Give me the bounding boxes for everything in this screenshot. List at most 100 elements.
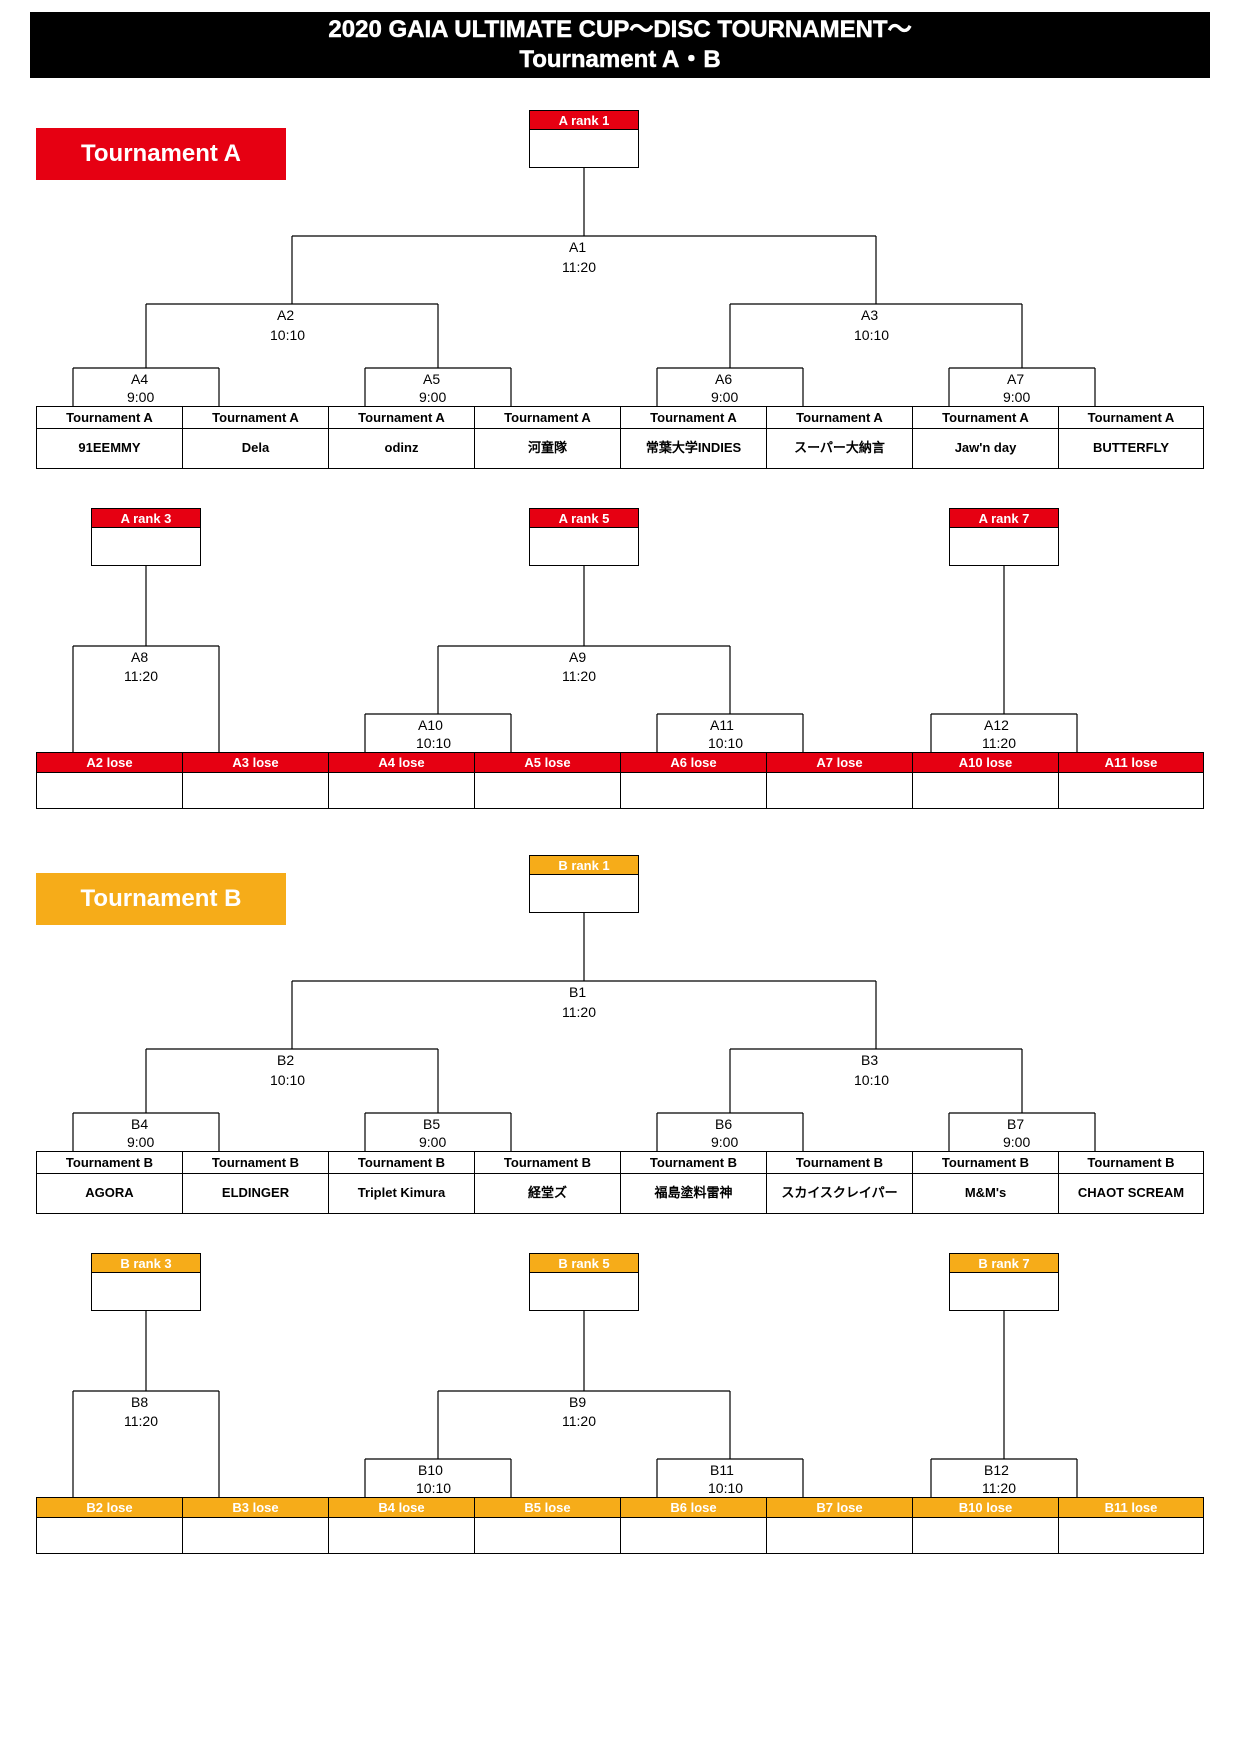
a-lose0: A2 lose: [36, 752, 182, 773]
a-team6: Jaw'n day: [912, 429, 1058, 469]
b-rank3-body: [91, 1273, 201, 1311]
b-col6-head: Tournament B: [912, 1151, 1058, 1174]
b-lose1: B3 lose: [182, 1497, 328, 1518]
match-a7: A7: [1007, 371, 1024, 387]
time-b12: 11:20: [982, 1480, 1016, 1496]
a-team1: Dela: [182, 429, 328, 469]
match-b11: B11: [710, 1462, 734, 1478]
match-a5: A5: [423, 371, 440, 387]
b-rank5-body: [529, 1273, 639, 1311]
tournament-a-label: Tournament A: [36, 128, 286, 180]
time-b11: 10:10: [708, 1480, 743, 1496]
page-title: 2020 GAIA ULTIMATE CUP～DISC TOURNAMENT～ …: [30, 12, 1210, 78]
b-lose7: B11 lose: [1058, 1497, 1204, 1518]
page: 2020 GAIA ULTIMATE CUP～DISC TOURNAMENT～ …: [0, 0, 1240, 1753]
b-lose6: B10 lose: [912, 1497, 1058, 1518]
a-rank7-body: [949, 528, 1059, 566]
b-rank7-head: B rank 7: [949, 1253, 1059, 1273]
a-lose3: A5 lose: [474, 752, 620, 773]
b-lose4: B6 lose: [620, 1497, 766, 1518]
a-col0-head: Tournament A: [36, 406, 182, 429]
match-b10: B10: [418, 1462, 443, 1478]
a-team4: 常葉大学INDIES: [620, 429, 766, 469]
a-rank1-box: A rank 1: [529, 110, 639, 168]
b-team4: 福島塗料雷神: [620, 1174, 766, 1214]
a-rank3-body: [91, 528, 201, 566]
b-rank7-body: [949, 1273, 1059, 1311]
b-rank1-box: B rank 1: [529, 855, 639, 913]
match-b4: B4: [131, 1116, 148, 1132]
a-rank5-body: [529, 528, 639, 566]
a-rank5-box: A rank 5: [529, 508, 639, 566]
match-a6: A6: [715, 371, 732, 387]
a-losebody4: [620, 773, 766, 809]
a-col4-head: Tournament A: [620, 406, 766, 429]
time-b9: 11:20: [562, 1413, 596, 1429]
b-col2-head: Tournament B: [328, 1151, 474, 1174]
time-a9: 11:20: [562, 668, 596, 684]
match-b5: B5: [423, 1116, 440, 1132]
time-a10: 10:10: [416, 735, 451, 751]
match-a10: A10: [418, 717, 443, 733]
time-a12: 11:20: [982, 735, 1016, 751]
match-a2: A2: [277, 307, 294, 323]
b-team7: CHAOT SCREAM: [1058, 1174, 1204, 1214]
a-col7-head: Tournament A: [1058, 406, 1204, 429]
match-b8: B8: [131, 1394, 148, 1410]
a-lose6: A10 lose: [912, 752, 1058, 773]
b-losebody5: [766, 1518, 912, 1554]
a-col5-head: Tournament A: [766, 406, 912, 429]
a-lose4: A6 lose: [620, 752, 766, 773]
match-a1: A1: [569, 239, 586, 255]
a-lose2: A4 lose: [328, 752, 474, 773]
a-lose7: A11 lose: [1058, 752, 1204, 773]
time-b4: 9:00: [127, 1134, 154, 1150]
match-b7: B7: [1007, 1116, 1024, 1132]
b-losebody7: [1058, 1518, 1204, 1554]
match-a12: A12: [984, 717, 1009, 733]
time-a6: 9:00: [711, 389, 738, 405]
a-losebody0: [36, 773, 182, 809]
a-team5: スーパー大納言: [766, 429, 912, 469]
match-b6: B6: [715, 1116, 732, 1132]
a-lose1: A3 lose: [182, 752, 328, 773]
a-team-body: 91EEMMY Dela odinz 河童隊 常葉大学INDIES スーパー大納…: [36, 429, 1204, 469]
b-lose-head: B2 lose B3 lose B4 lose B5 lose B6 lose …: [36, 1497, 1204, 1518]
a-rank1-head: A rank 1: [529, 110, 639, 130]
match-a4: A4: [131, 371, 148, 387]
b-rank3-box: B rank 3: [91, 1253, 201, 1311]
b-lose3: B5 lose: [474, 1497, 620, 1518]
b-losebody6: [912, 1518, 1058, 1554]
title-line1: 2020 GAIA ULTIMATE CUP～DISC TOURNAMENT～: [30, 15, 1210, 45]
match-a11: A11: [710, 717, 734, 733]
a-rank3-head: A rank 3: [91, 508, 201, 528]
time-a3: 10:10: [854, 327, 889, 343]
match-b1: B1: [569, 984, 586, 1000]
a-losebody7: [1058, 773, 1204, 809]
a-lose5: A7 lose: [766, 752, 912, 773]
b-rank7-box: B rank 7: [949, 1253, 1059, 1311]
time-a1: 11:20: [562, 259, 596, 275]
a-team2: odinz: [328, 429, 474, 469]
b-lose2: B4 lose: [328, 1497, 474, 1518]
a-rank7-head: A rank 7: [949, 508, 1059, 528]
b-team-head: Tournament B Tournament B Tournament B T…: [36, 1151, 1204, 1174]
match-b3: B3: [861, 1052, 878, 1068]
time-b3: 10:10: [854, 1072, 889, 1088]
time-b6: 9:00: [711, 1134, 738, 1150]
b-team2: Triplet Kimura: [328, 1174, 474, 1214]
b-lower-lines: [36, 1311, 1206, 1501]
a-team0: 91EEMMY: [36, 429, 182, 469]
b-team1: ELDINGER: [182, 1174, 328, 1214]
a-losebody1: [182, 773, 328, 809]
a-rank7-box: A rank 7: [949, 508, 1059, 566]
tournament-b-label: Tournament B: [36, 873, 286, 925]
a-main-lines: [36, 156, 1206, 416]
b-col4-head: Tournament B: [620, 1151, 766, 1174]
match-b9: B9: [569, 1394, 586, 1410]
b-rank3-head: B rank 3: [91, 1253, 201, 1273]
b-team3: 経堂ズ: [474, 1174, 620, 1214]
b-losebody2: [328, 1518, 474, 1554]
a-col1-head: Tournament A: [182, 406, 328, 429]
a-losebody5: [766, 773, 912, 809]
